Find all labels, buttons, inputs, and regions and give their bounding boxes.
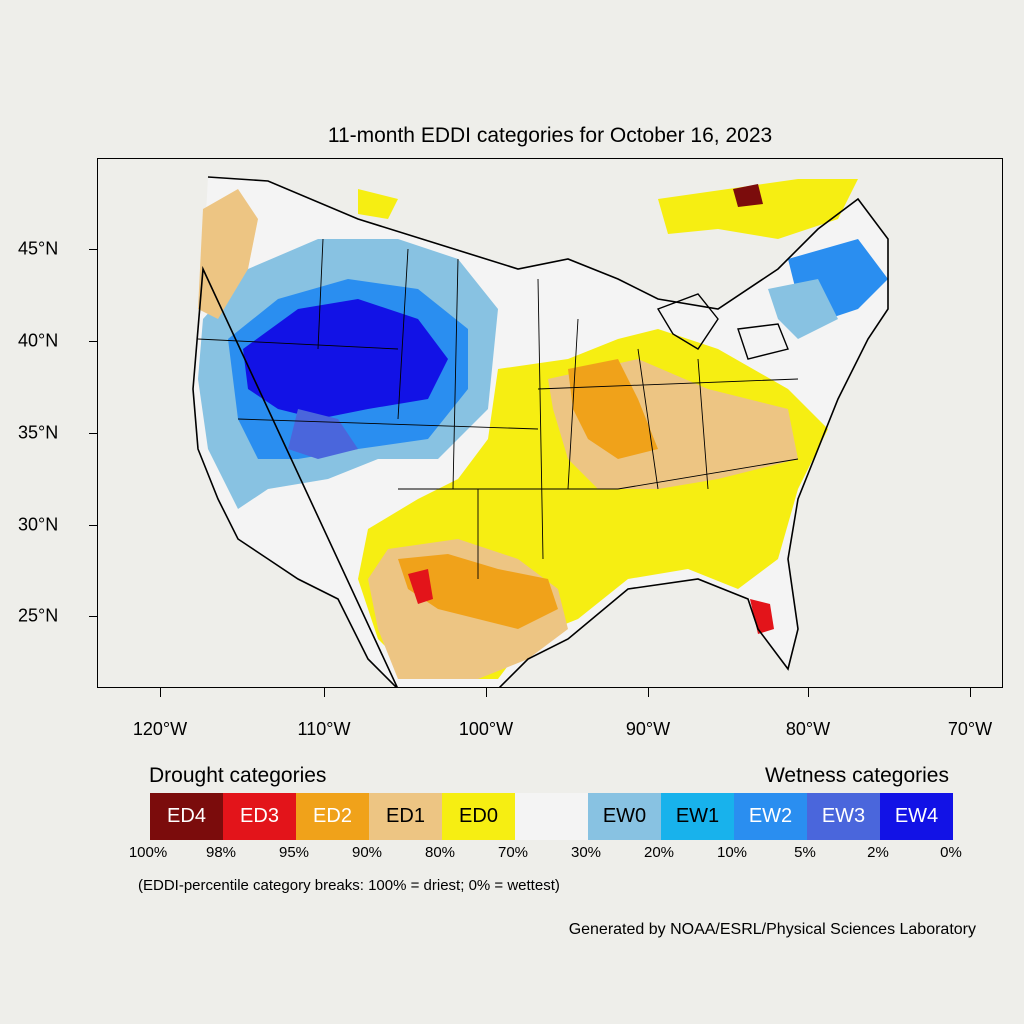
credit-line: Generated by NOAA/ESRL/Physical Sciences…	[568, 921, 976, 938]
wetness-heading: Wetness categories	[764, 764, 949, 787]
legend-ew0: EW0	[588, 793, 661, 840]
lon-label-70: 70°W	[947, 719, 993, 739]
legend-neutral	[515, 793, 588, 840]
lon-tick	[324, 688, 326, 697]
lon-label-120: 120°W	[132, 719, 188, 739]
legend-ed0: ED0	[442, 793, 515, 840]
ed3-texas	[408, 569, 433, 604]
legend-break-label: 80%	[424, 844, 456, 861]
ed2-texas	[398, 554, 558, 629]
category-colorbar: ED4 ED3 ED2 ED1 ED0 EW0 EW1 EW2 EW3 EW4	[150, 793, 953, 840]
lat-tick	[89, 341, 97, 343]
lon-tick	[486, 688, 488, 697]
lon-label-80: 80°W	[785, 719, 831, 739]
lat-tick	[89, 616, 97, 618]
lon-tick	[648, 688, 650, 697]
lon-label-110: 110°W	[297, 719, 351, 739]
ed0-northeast-canada	[658, 179, 858, 239]
us-outline	[192, 176, 889, 687]
boundary-lines	[192, 176, 889, 687]
great-lakes	[656, 293, 789, 360]
map-title: 11-month EDDI categories for October 16,…	[327, 124, 773, 147]
legend-ed3: ED3	[223, 793, 296, 840]
lat-tick	[89, 433, 97, 435]
legend-ew3: EW3	[807, 793, 880, 840]
legend-break-label: 95%	[278, 844, 310, 861]
legend-break-label: 0%	[940, 844, 962, 861]
lat-label-30: 30°N	[18, 514, 59, 535]
lon-label-90: 90°W	[625, 719, 671, 739]
lon-tick	[808, 688, 810, 697]
legend-break-label: 100%	[128, 844, 168, 861]
legend-ed1: ED1	[369, 793, 442, 840]
legend-ed4: ED4	[150, 793, 223, 840]
lat-label-40: 40°N	[18, 330, 59, 351]
legend-break-label: 2%	[867, 844, 889, 861]
lat-label-35: 35°N	[18, 422, 59, 443]
legend-break-label: 5%	[794, 844, 816, 861]
breaks-note: (EDDI-percentile category breaks: 100% =…	[138, 877, 560, 894]
ew0-northeast	[768, 279, 838, 339]
lat-tick	[89, 525, 97, 527]
lat-label-25: 25°N	[18, 605, 59, 626]
conus-map	[192, 176, 889, 687]
legend-break-label: 90%	[351, 844, 383, 861]
legend-ew1: EW1	[661, 793, 734, 840]
state-lines	[197, 238, 799, 579]
lon-tick	[970, 688, 972, 697]
lon-tick	[160, 688, 162, 697]
lat-label-45: 45°N	[18, 238, 59, 259]
legend-break-label: 30%	[570, 844, 602, 861]
lon-label-100: 100°W	[458, 719, 514, 739]
ed0-north	[358, 189, 398, 219]
lat-tick	[89, 249, 97, 251]
legend-ed2: ED2	[296, 793, 369, 840]
legend-ew4: EW4	[880, 793, 953, 840]
legend-break-label: 70%	[497, 844, 529, 861]
drought-heading: Drought categories	[149, 764, 327, 787]
ed4-canada	[733, 184, 763, 207]
ed1-northwest	[198, 189, 258, 319]
ew4-west	[243, 299, 448, 419]
legend-ew2: EW2	[734, 793, 807, 840]
map-panel	[97, 158, 1003, 688]
legend-break-label: 10%	[716, 844, 748, 861]
legend-break-label: 20%	[643, 844, 675, 861]
ed2-midwest	[568, 359, 658, 459]
legend-break-label: 98%	[205, 844, 237, 861]
